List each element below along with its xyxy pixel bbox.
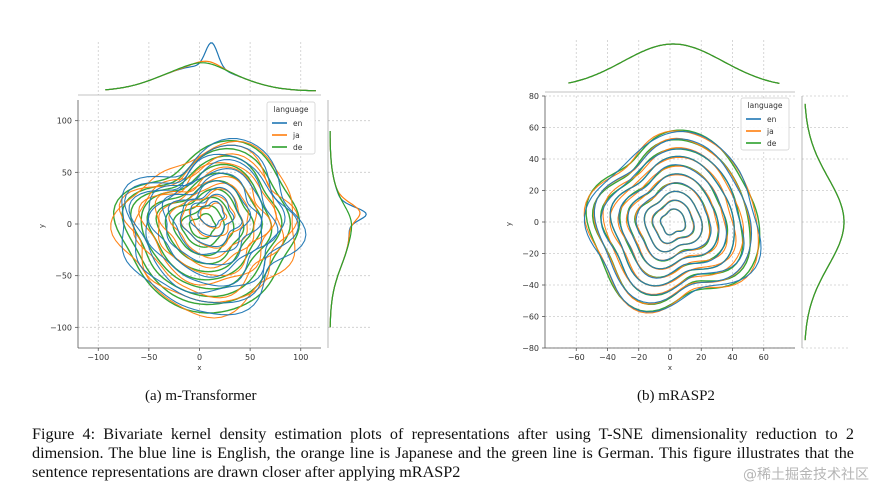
legend-label-en: en — [293, 119, 303, 128]
y-tick-label: 40 — [529, 155, 539, 164]
y-tick-label: 0 — [534, 218, 539, 227]
contour-line — [124, 144, 299, 304]
right-marginal-de — [804, 103, 845, 341]
contour-line — [161, 172, 263, 266]
contour-series-ja — [583, 130, 759, 314]
x-tick-label: 40 — [727, 353, 737, 362]
y-tick-label: −100 — [50, 323, 72, 332]
top-marginal-en — [568, 43, 780, 84]
y-tick-label: −60 — [522, 313, 539, 322]
contour-series-ja — [110, 140, 299, 319]
contour-line — [627, 173, 720, 270]
contour-line — [583, 130, 759, 314]
contour-line — [112, 139, 301, 314]
contour-line — [593, 138, 753, 304]
y-tick-label: −40 — [522, 281, 539, 290]
chart-panel-b: −60 −40 −20 0 20 40 60 −80 −60 −40 −20 0 20 40 60 80 x y l… — [505, 40, 848, 372]
subcaption-b: (b) mRASP2 — [637, 388, 715, 404]
contour-line — [635, 182, 712, 261]
y-tick-label: 0 — [67, 220, 72, 229]
contour-line — [118, 144, 299, 303]
right-marginal-de — [329, 131, 353, 328]
right-marginal-ja — [329, 131, 361, 328]
contour-line — [197, 200, 225, 228]
contour-line — [188, 195, 236, 238]
x-axis-label: x — [197, 364, 201, 372]
watermark: @稀土掘金技术社区 — [743, 467, 869, 483]
y-tick-label: 100 — [57, 117, 72, 126]
legend-label-en: en — [767, 115, 777, 124]
contour-line — [600, 148, 745, 296]
contour-line — [179, 186, 243, 248]
contour-line — [147, 168, 264, 278]
figure-caption: Figure 4: Bivariate kernel density estim… — [32, 425, 854, 481]
y-tick-label: −80 — [522, 344, 539, 353]
contour-line — [583, 130, 762, 313]
top-marginal-de — [105, 62, 316, 92]
x-tick-label: 20 — [696, 353, 706, 362]
contour-line — [154, 166, 272, 277]
contour-line — [138, 162, 277, 286]
contour-line — [609, 155, 735, 287]
contour-line — [140, 163, 273, 290]
y-tick-label: −20 — [522, 250, 539, 259]
legend-label-ja: ja — [766, 127, 774, 136]
contour-line — [110, 140, 296, 319]
contour-line — [145, 159, 279, 287]
legend-label-de: de — [767, 139, 777, 148]
x-tick-label: 60 — [759, 353, 769, 362]
contour-line — [121, 147, 292, 306]
x-tick-label: 0 — [667, 353, 672, 362]
y-tick-label: 50 — [62, 168, 72, 177]
legend-box — [266, 101, 316, 155]
right-marginal-en — [329, 131, 367, 328]
y-tick-label: 60 — [529, 124, 539, 133]
contour-line — [180, 205, 225, 248]
contour-line — [189, 193, 235, 237]
y-tick-label: 20 — [529, 187, 539, 196]
legend: language en ja de — [740, 97, 790, 151]
contour-line — [643, 190, 703, 253]
legend-box — [740, 97, 790, 151]
legend-label-de: de — [293, 143, 303, 152]
top-marginal-en — [105, 42, 316, 92]
y-axis-label: y — [38, 224, 46, 228]
contour-line — [164, 188, 245, 265]
top-marginal-ja — [105, 60, 316, 92]
x-tick-label: −40 — [599, 353, 616, 362]
subcaption-a: (a) m-Transformer — [145, 388, 257, 404]
contour-line — [618, 164, 727, 279]
contour-line — [121, 138, 307, 316]
contour-line — [168, 182, 249, 259]
x-tick-label: −60 — [568, 353, 585, 362]
figure-canvas: −100 −50 0 50 100 −100 −50 0 50 100 x y language en ja… — [38, 40, 848, 372]
y-tick-label: 80 — [529, 92, 539, 101]
x-tick-label: 50 — [245, 353, 255, 362]
y-axis-label: y — [505, 222, 513, 226]
y-tick-label: −50 — [55, 272, 72, 281]
contour-line — [167, 180, 252, 255]
contour-line — [617, 165, 728, 279]
chart-panel-a: −100 −50 0 50 100 −100 −50 0 50 100 x y language en ja… — [38, 42, 372, 372]
contour-line — [652, 199, 695, 244]
x-tick-label: 0 — [197, 353, 202, 362]
x-axis-label: x — [668, 364, 672, 372]
legend-label-ja: ja — [292, 131, 300, 140]
top-marginal-de — [568, 43, 780, 84]
top-marginal-ja — [568, 43, 780, 84]
legend: language en ja de — [266, 101, 316, 155]
contour-series-en — [121, 138, 307, 316]
x-tick-label: −20 — [630, 353, 647, 362]
contour-line — [659, 208, 686, 236]
x-tick-label: −100 — [87, 353, 109, 362]
x-tick-label: −50 — [140, 353, 157, 362]
contour-line — [128, 153, 286, 294]
legend-title: language — [274, 105, 309, 114]
contour-series-en — [583, 130, 762, 313]
legend-title: language — [748, 101, 783, 110]
contour-line — [172, 196, 235, 257]
x-tick-label: 100 — [293, 353, 308, 362]
contour-line — [158, 175, 258, 269]
